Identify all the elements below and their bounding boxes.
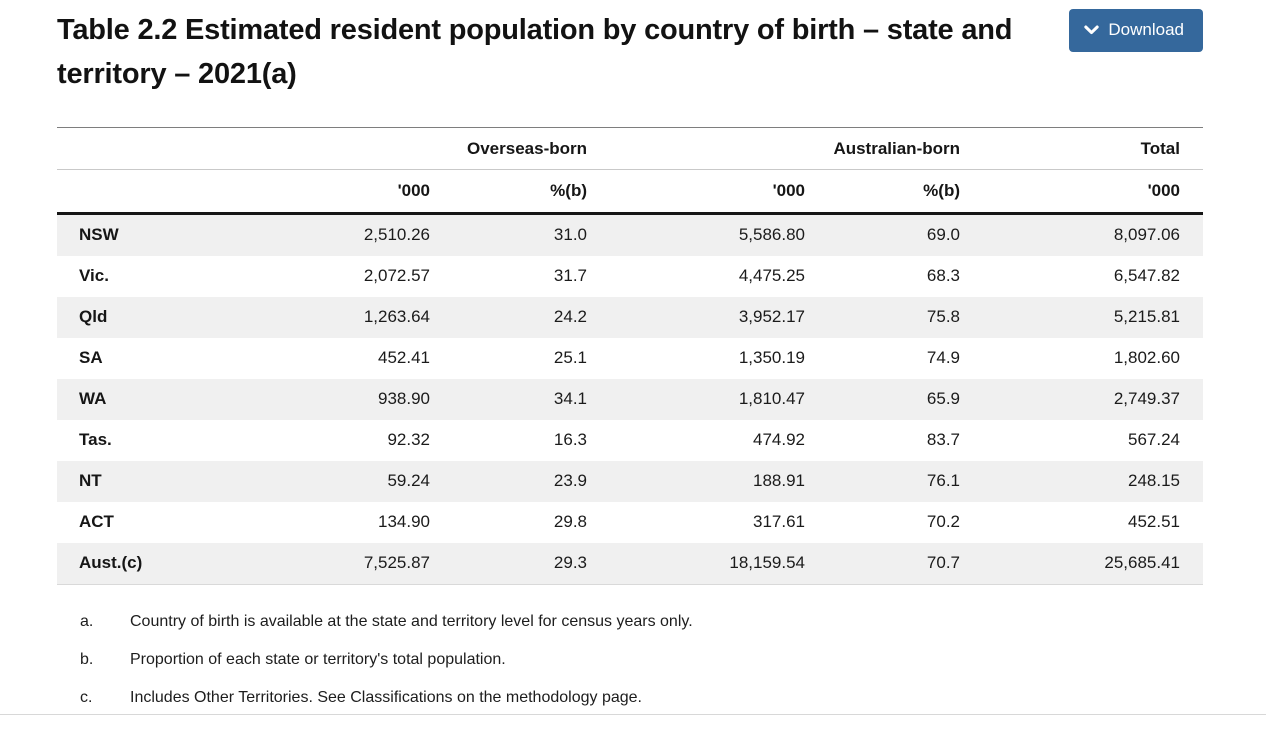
cell: 1,810.47	[738, 389, 805, 408]
table-row: SA 452.41 25.1 1,350.19 74.9 1,802.60	[57, 338, 1203, 379]
cell: 2,749.37	[1113, 389, 1180, 408]
cell: 68.3	[926, 266, 960, 285]
row-label: Tas.	[79, 430, 112, 449]
cell: 567.24	[1128, 430, 1180, 449]
cell: 65.9	[926, 389, 960, 408]
table-row: Tas. 92.32 16.3 474.92 83.7 567.24	[57, 420, 1203, 461]
footnote-text: Proportion of each state or territory's …	[130, 651, 506, 668]
unit-header: %(b)	[430, 169, 587, 215]
footnote-marker: a.	[80, 613, 94, 630]
cell: 29.8	[553, 512, 587, 531]
page: Table 2.2 Estimated resident population …	[57, 8, 1203, 708]
unit-header: '000	[587, 169, 805, 215]
unit-header: %(b)	[805, 169, 960, 215]
cell: 31.7	[553, 266, 587, 285]
table-row: NT 59.24 23.9 188.91 76.1 248.15	[57, 461, 1203, 502]
cell: 2,072.57	[363, 266, 430, 285]
cell: 134.90	[378, 512, 430, 531]
cell: 23.9	[553, 471, 587, 490]
cell: 6,547.82	[1113, 266, 1180, 285]
cell: 16.3	[553, 430, 587, 449]
cell: 1,263.64	[363, 307, 430, 326]
footnote-text: Country of birth is available at the sta…	[130, 613, 693, 630]
cell: 1,802.60	[1113, 348, 1180, 367]
cell: 76.1	[926, 471, 960, 490]
cell: 70.2	[926, 512, 960, 531]
empty-header-cell	[57, 127, 300, 170]
table-row: Aust.(c) 7,525.87 29.3 18,159.54 70.7 25…	[57, 543, 1203, 585]
footnote-b: b. Proportion of each state or territory…	[57, 650, 1203, 670]
table-row: Vic. 2,072.57 31.7 4,475.25 68.3 6,547.8…	[57, 256, 1203, 297]
cell: 5,586.80	[738, 225, 805, 244]
table-row: ACT 134.90 29.8 317.61 70.2 452.51	[57, 502, 1203, 543]
cell: 474.92	[753, 430, 805, 449]
cell: 5,215.81	[1113, 307, 1180, 326]
row-label: NT	[79, 471, 102, 490]
page-header: Table 2.2 Estimated resident population …	[57, 8, 1203, 96]
cell: 1,350.19	[738, 348, 805, 367]
cell: 4,475.25	[738, 266, 805, 285]
group-header-australian: Australian-born	[587, 127, 960, 170]
row-label: WA	[79, 389, 107, 408]
row-label: Qld	[79, 307, 108, 326]
cell: 31.0	[553, 225, 587, 244]
cell: 188.91	[753, 471, 805, 490]
page-bottom-divider	[0, 714, 1266, 715]
footnote-marker: b.	[80, 651, 94, 668]
footnote-c: c. Includes Other Territories. See Class…	[57, 688, 1203, 708]
unit-header-row: '000 %(b) '000 %(b) '000	[57, 169, 1203, 215]
download-button[interactable]: Download	[1069, 9, 1203, 52]
cell: 452.41	[378, 348, 430, 367]
cell: 75.8	[926, 307, 960, 326]
group-header-row: Overseas-born Australian-born Total	[57, 127, 1203, 170]
table-row: WA 938.90 34.1 1,810.47 65.9 2,749.37	[57, 379, 1203, 420]
table-row: Qld 1,263.64 24.2 3,952.17 75.8 5,215.81	[57, 297, 1203, 338]
population-table: Overseas-born Australian-born Total '000…	[57, 127, 1203, 585]
table-header: Overseas-born Australian-born Total '000…	[57, 127, 1203, 215]
cell: 7,525.87	[363, 553, 430, 572]
cell: 8,097.06	[1113, 225, 1180, 244]
cell: 3,952.17	[738, 307, 805, 326]
unit-header: '000	[960, 169, 1203, 215]
table-row: NSW 2,510.26 31.0 5,586.80 69.0 8,097.06	[57, 213, 1203, 256]
row-label: NSW	[79, 225, 119, 244]
cell: 18,159.54	[729, 553, 805, 572]
row-label: Vic.	[79, 266, 109, 285]
table-body: NSW 2,510.26 31.0 5,586.80 69.0 8,097.06…	[57, 213, 1203, 585]
group-header-overseas: Overseas-born	[300, 127, 587, 170]
cell: 25.1	[553, 348, 587, 367]
cell: 69.0	[926, 225, 960, 244]
row-label: ACT	[79, 512, 114, 531]
footnotes: a. Country of birth is available at the …	[57, 612, 1203, 708]
footnote-a: a. Country of birth is available at the …	[57, 612, 1203, 632]
group-header-total: Total	[960, 127, 1203, 170]
cell: 938.90	[378, 389, 430, 408]
cell: 25,685.41	[1104, 553, 1180, 572]
cell: 248.15	[1128, 471, 1180, 490]
cell: 70.7	[926, 553, 960, 572]
row-label: Aust.(c)	[79, 553, 143, 572]
footnote-marker: c.	[80, 689, 93, 706]
row-label: SA	[79, 348, 103, 367]
cell: 29.3	[553, 553, 587, 572]
cell: 59.24	[387, 471, 430, 490]
footnote-text: Includes Other Territories. See Classifi…	[130, 689, 642, 706]
unit-header: '000	[300, 169, 430, 215]
cell: 2,510.26	[363, 225, 430, 244]
cell: 83.7	[926, 430, 960, 449]
cell: 74.9	[926, 348, 960, 367]
cell: 92.32	[387, 430, 430, 449]
cell: 24.2	[553, 307, 587, 326]
chevron-down-icon	[1084, 25, 1100, 35]
download-button-label: Download	[1108, 20, 1184, 39]
cell: 34.1	[553, 389, 587, 408]
page-title: Table 2.2 Estimated resident population …	[57, 14, 1013, 90]
cell: 452.51	[1128, 512, 1180, 531]
cell: 317.61	[753, 512, 805, 531]
empty-header-cell	[57, 169, 300, 215]
